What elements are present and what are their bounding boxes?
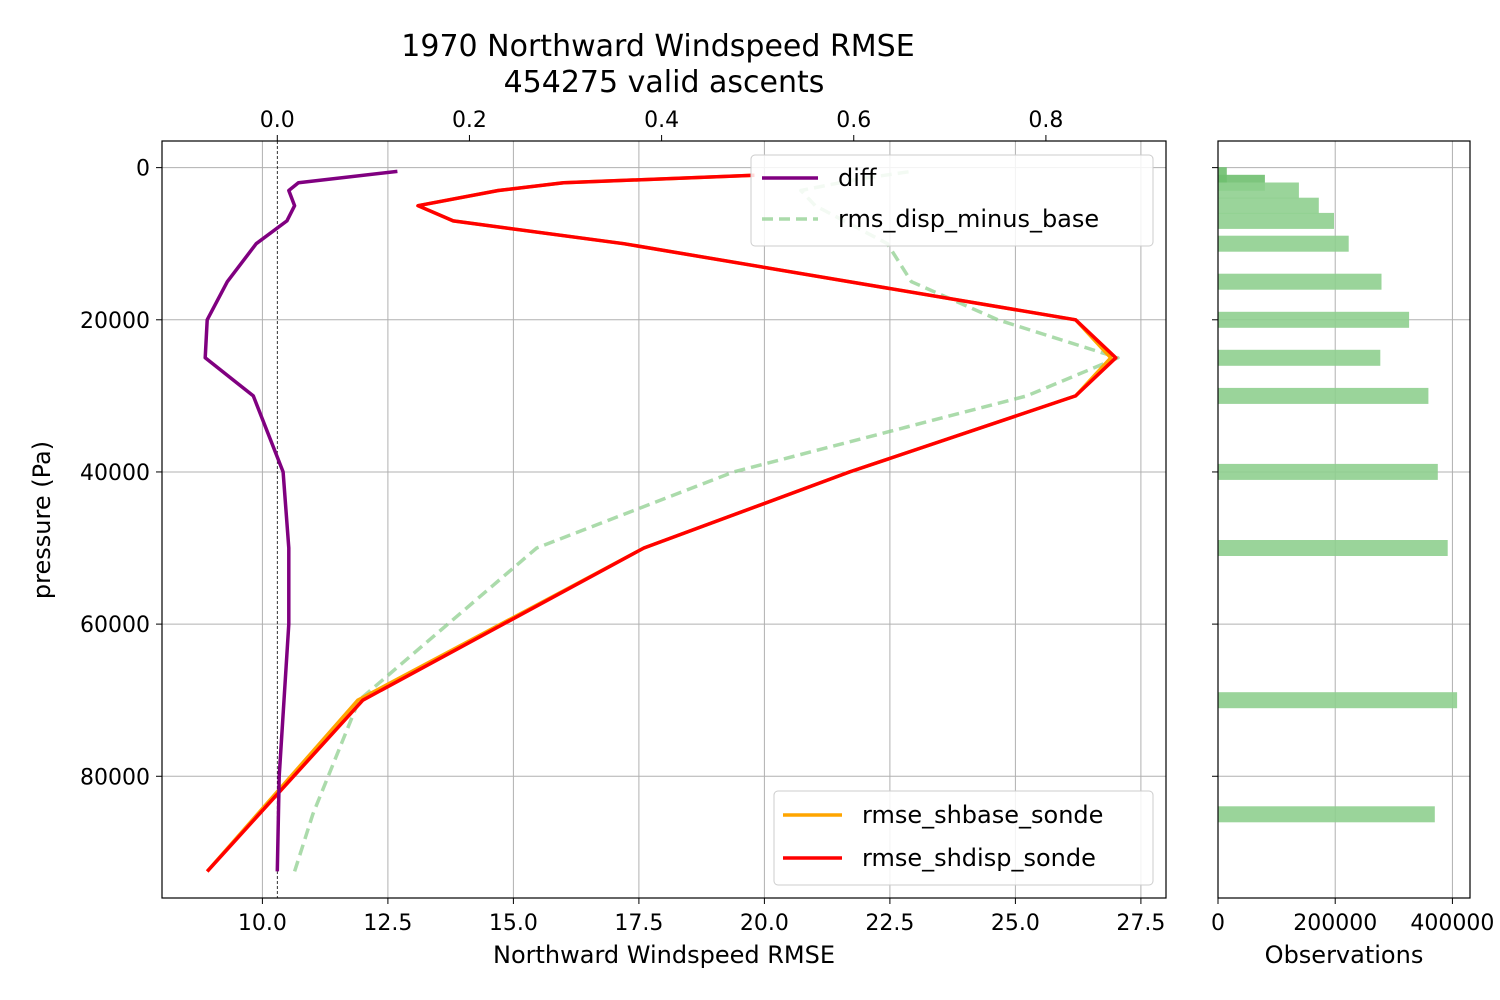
x-tick-label: 25.0 — [991, 911, 1040, 936]
x-tick-label: 20.0 — [740, 911, 789, 936]
x-tick-label: 22.5 — [865, 911, 914, 936]
y-axis-label: pressure (Pa) — [28, 441, 56, 599]
side-grid — [1217, 141, 1470, 898]
y-tick-label: 80000 — [80, 765, 150, 790]
x-tick-label: 10.0 — [238, 911, 287, 936]
main-plot-frame — [161, 140, 1167, 899]
main-tick-layer: 10.0 12.5 15.0 17.5 20.0 22.5 25.0 27.5 0.0 0.2 0.… — [80, 108, 1165, 936]
observation-bar — [1218, 806, 1435, 823]
top-tick-label: 0.4 — [644, 108, 679, 133]
observation-bar — [1218, 463, 1438, 480]
side-x-tick-label: 400000 — [1410, 911, 1494, 936]
side-plot-frame — [1217, 140, 1471, 899]
legend-top: diff rms_disp_minus_base — [750, 154, 1154, 247]
observation-bar — [1218, 311, 1410, 328]
observation-bar — [1218, 540, 1448, 556]
series-diff — [203, 169, 398, 872]
legend-bottom: rmse_shbase_sonde rmse_shdisp_sonde — [773, 790, 1154, 886]
series-layer — [203, 169, 1120, 873]
observation-bar — [1218, 197, 1319, 214]
top-tick-label: 0.6 — [836, 108, 871, 133]
observation-bar — [1218, 212, 1334, 229]
x-tick-label: 27.5 — [1116, 911, 1165, 936]
x-tick-label: 12.5 — [363, 911, 412, 936]
side-x-tick-label: 0 — [1211, 911, 1225, 936]
chart-subtitle: 454275 valid ascents — [504, 65, 825, 100]
legend-shbase-label: rmse_shbase_sonde — [862, 801, 1103, 829]
top-tick-label: 0.2 — [452, 108, 487, 133]
observation-bar — [1218, 273, 1382, 290]
observation-bar — [1218, 349, 1381, 366]
x-tick-label: 15.0 — [489, 911, 538, 936]
chart-title: 1970 Northward Windspeed RMSE — [401, 29, 914, 64]
side-x-axis-label: Observations — [1265, 941, 1424, 969]
observation-bar — [1218, 387, 1429, 404]
y-tick-label: 0 — [136, 157, 150, 182]
observation-bar — [1218, 692, 1458, 709]
legend-bottom-box — [773, 790, 1154, 886]
legend-shdisp-label: rmse_shdisp_sonde — [862, 844, 1096, 872]
legend-rms-label: rms_disp_minus_base — [838, 205, 1099, 233]
series-rmse-shbase-sonde — [205, 173, 1113, 873]
y-tick-label: 20000 — [80, 309, 150, 334]
y-tick-label: 60000 — [80, 613, 150, 638]
top-tick-label: 0.0 — [260, 108, 295, 133]
legend-diff-label: diff — [838, 164, 877, 192]
side-tick-layer: 0 200000 400000 — [1211, 167, 1494, 936]
legend-top-box — [750, 154, 1154, 247]
observation-bars — [1218, 167, 1458, 823]
main-grid — [162, 141, 1166, 898]
x-axis-label: Northward Windspeed RMSE — [493, 941, 835, 969]
x-tick-label: 17.5 — [614, 911, 663, 936]
top-tick-label: 0.8 — [1028, 108, 1063, 133]
y-tick-label: 40000 — [80, 461, 150, 486]
series-rms-disp-minus-base — [292, 169, 1120, 872]
side-x-tick-label: 200000 — [1293, 911, 1377, 936]
observation-bar — [1218, 235, 1349, 252]
observation-bar — [1218, 182, 1299, 199]
series-rmse-shdisp-sonde — [205, 173, 1118, 873]
